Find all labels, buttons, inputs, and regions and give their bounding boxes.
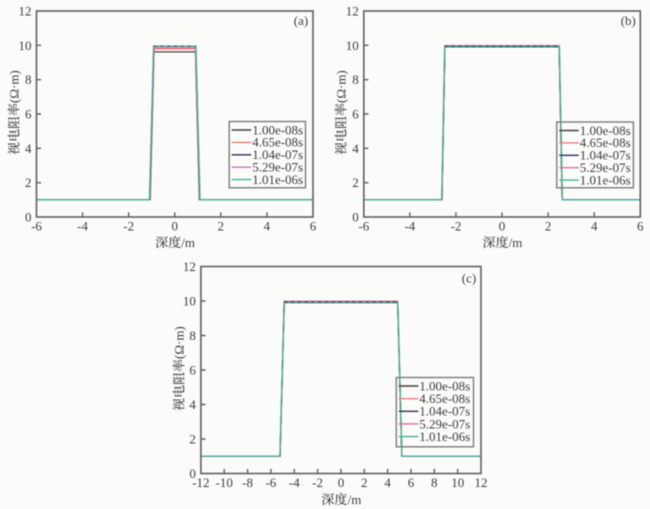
svg-text:4: 4: [25, 141, 32, 156]
svg-text:8: 8: [431, 475, 438, 490]
svg-text:12: 12: [475, 475, 488, 490]
svg-text:6: 6: [310, 219, 317, 234]
svg-text:-2: -2: [123, 219, 134, 234]
svg-text:-6: -6: [31, 219, 42, 234]
svg-text:2: 2: [189, 432, 196, 447]
svg-text:-4: -4: [77, 219, 88, 234]
svg-text:(c): (c): [462, 271, 476, 286]
svg-text:0: 0: [338, 475, 345, 490]
svg-text:10: 10: [183, 294, 196, 309]
svg-text:1.01e-06s: 1.01e-06s: [419, 429, 470, 444]
svg-text:2: 2: [361, 475, 368, 490]
svg-text:4.65e-08s: 4.65e-08s: [580, 135, 631, 150]
svg-text:0: 0: [172, 219, 179, 234]
svg-text:12: 12: [19, 4, 32, 19]
svg-text:1.04e-07s: 1.04e-07s: [419, 404, 470, 419]
svg-text:4.65e-08s: 4.65e-08s: [252, 135, 303, 150]
svg-text:8: 8: [189, 328, 196, 343]
svg-text:-2: -2: [451, 219, 462, 234]
svg-text:-4: -4: [404, 219, 415, 234]
svg-text:-12: -12: [192, 475, 209, 490]
svg-text:(Ω·m): (Ω·m): [7, 70, 22, 103]
svg-text:1.01e-06s: 1.01e-06s: [580, 172, 631, 187]
svg-text:(Ω·m): (Ω·m): [334, 70, 349, 103]
svg-text:0: 0: [352, 210, 359, 225]
svg-text:2: 2: [218, 219, 225, 234]
svg-text:4: 4: [264, 219, 271, 234]
svg-text:/m: /m: [348, 492, 362, 507]
svg-text:-6: -6: [358, 219, 369, 234]
svg-text:2: 2: [545, 219, 552, 234]
svg-text:0: 0: [189, 466, 196, 481]
svg-text:(a): (a): [294, 13, 308, 28]
svg-text:6: 6: [189, 363, 196, 378]
svg-text:2: 2: [25, 175, 32, 190]
svg-text:4: 4: [352, 141, 359, 156]
svg-text:12: 12: [183, 259, 196, 274]
svg-text:0: 0: [499, 219, 506, 234]
svg-text:1.00e-08s: 1.00e-08s: [252, 122, 303, 137]
svg-text:10: 10: [451, 475, 464, 490]
svg-text:-4: -4: [289, 475, 300, 490]
svg-text:5.29e-07s: 5.29e-07s: [419, 416, 470, 431]
svg-text:12: 12: [346, 4, 359, 19]
svg-text:4: 4: [384, 475, 391, 490]
svg-text:(Ω·m): (Ω·m): [172, 326, 187, 359]
svg-text:1.00e-08s: 1.00e-08s: [580, 123, 631, 138]
svg-text:-8: -8: [242, 475, 253, 490]
svg-text:5.29e-07s: 5.29e-07s: [580, 160, 631, 175]
svg-text:(b): (b): [621, 13, 636, 28]
svg-text:0: 0: [25, 210, 32, 225]
svg-text:6: 6: [25, 107, 32, 122]
svg-text:2: 2: [352, 175, 359, 190]
svg-text:-2: -2: [312, 475, 323, 490]
svg-text:4.65e-08s: 4.65e-08s: [419, 391, 470, 406]
svg-text:4: 4: [591, 219, 598, 234]
svg-text:1.04e-07s: 1.04e-07s: [580, 148, 631, 163]
svg-text:10: 10: [346, 38, 359, 53]
svg-text:6: 6: [637, 219, 644, 234]
svg-text:/m: /m: [181, 235, 195, 250]
svg-text:10: 10: [19, 38, 32, 53]
svg-text:5.29e-07s: 5.29e-07s: [252, 160, 303, 175]
svg-text:8: 8: [25, 72, 32, 87]
svg-text:1.00e-08s: 1.00e-08s: [419, 378, 470, 393]
svg-text:4: 4: [189, 397, 196, 412]
svg-text:1.04e-07s: 1.04e-07s: [252, 147, 303, 162]
svg-text:1.01e-06s: 1.01e-06s: [252, 172, 303, 187]
svg-text:6: 6: [408, 475, 415, 490]
svg-text:/m: /m: [509, 235, 523, 250]
svg-text:6: 6: [352, 107, 359, 122]
svg-text:-6: -6: [265, 475, 276, 490]
svg-text:8: 8: [352, 72, 359, 87]
svg-text:-10: -10: [216, 475, 233, 490]
